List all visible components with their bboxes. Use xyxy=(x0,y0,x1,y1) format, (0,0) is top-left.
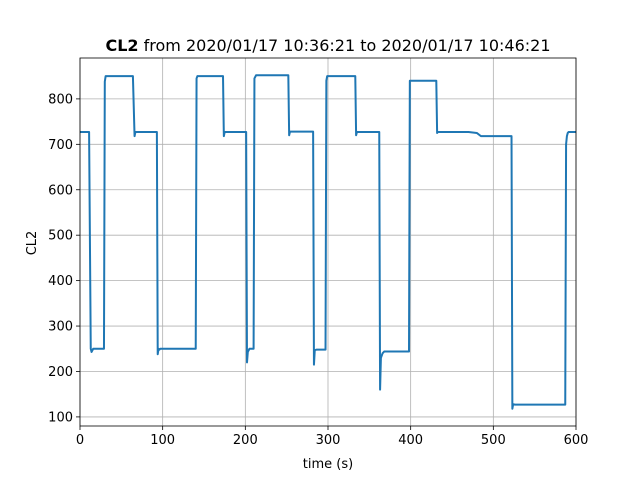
x-tick-label: 500 xyxy=(481,433,506,448)
x-tick-label: 600 xyxy=(564,433,589,448)
series-group xyxy=(80,74,576,410)
y-tick-label: 700 xyxy=(48,138,73,153)
x-axis-ticks: 0 100 200 300 400 500 600 xyxy=(76,426,589,448)
y-tick-label: 400 xyxy=(48,274,73,289)
x-tick-label: 100 xyxy=(150,433,175,448)
x-tick-label: 200 xyxy=(233,433,258,448)
y-tick-label: 300 xyxy=(48,320,73,335)
gridlines xyxy=(79,58,577,426)
y-axis-label: CL2 xyxy=(25,231,40,256)
y-tick-label: 500 xyxy=(48,229,73,244)
y-tick-label: 200 xyxy=(48,365,73,380)
y-tick-label: 600 xyxy=(48,183,73,198)
chart-title-bold: CL2 xyxy=(105,36,138,55)
y-tick-label: 800 xyxy=(48,92,73,107)
x-tick-label: 300 xyxy=(316,433,341,448)
x-axis-label: time (s) xyxy=(303,457,353,472)
x-tick-label: 0 xyxy=(76,433,84,448)
y-tick-label: 100 xyxy=(48,410,73,425)
chart-title-rest: from 2020/01/17 10:36:21 to 2020/01/17 1… xyxy=(139,36,551,55)
y-axis-ticks: 100 200 300 400 500 600 700 800 xyxy=(48,92,80,425)
chart-title: CL2 from 2020/01/17 10:36:21 to 2020/01/… xyxy=(105,36,550,55)
series-line-0 xyxy=(80,74,576,410)
x-tick-label: 400 xyxy=(398,433,423,448)
